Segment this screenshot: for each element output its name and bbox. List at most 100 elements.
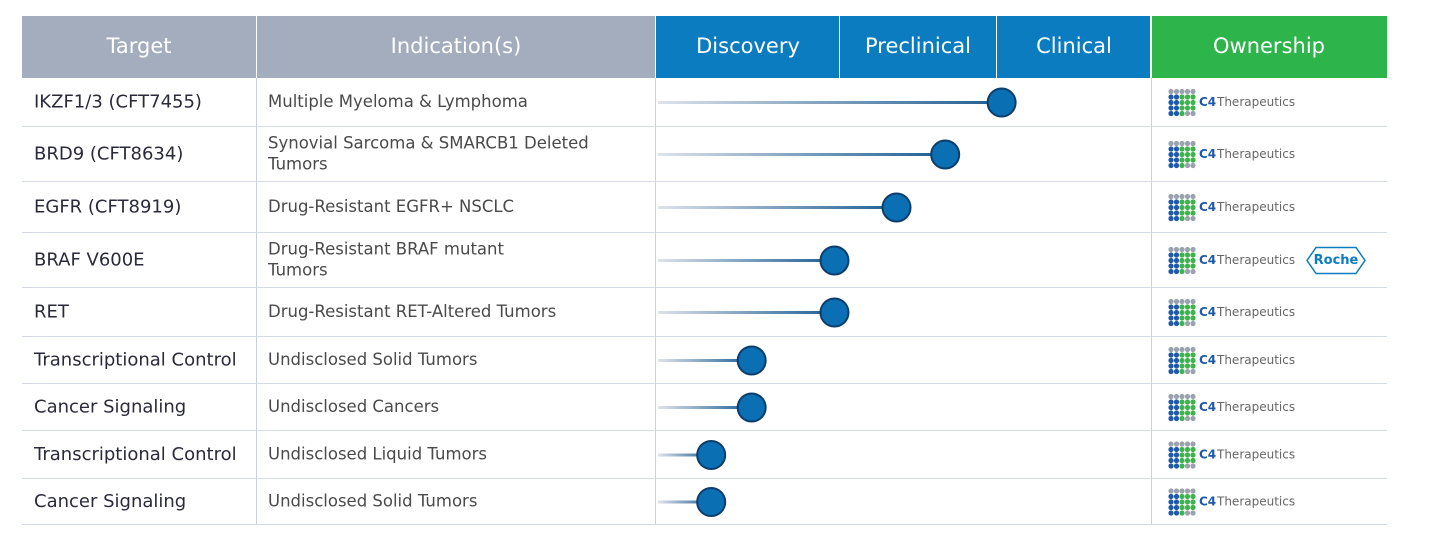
owner-name: Therapeutics bbox=[1216, 353, 1295, 367]
header-cell bbox=[1152, 16, 1387, 78]
logo-dot bbox=[1190, 346, 1196, 353]
logo-dot bbox=[1179, 215, 1185, 222]
progress-dot bbox=[819, 245, 850, 276]
logo-dot bbox=[1179, 315, 1185, 321]
logo-dot bbox=[1179, 399, 1185, 405]
logo-dot bbox=[1184, 499, 1191, 505]
logo-dot bbox=[1173, 357, 1180, 364]
logo-dot bbox=[1168, 157, 1174, 163]
progress-dot bbox=[819, 297, 850, 328]
logo-dot bbox=[1168, 357, 1174, 364]
logo-dot bbox=[1173, 346, 1180, 353]
logo-dot bbox=[1168, 88, 1174, 95]
logo-dot bbox=[1179, 404, 1185, 411]
logo-dot bbox=[1190, 151, 1196, 158]
logo-dot bbox=[1190, 99, 1196, 106]
logo-dot bbox=[1168, 199, 1174, 205]
logo-dot bbox=[1173, 304, 1180, 310]
logo-dot bbox=[1184, 151, 1191, 158]
logo-dot bbox=[1179, 105, 1185, 111]
progress-line bbox=[658, 359, 752, 362]
target: Cancer Signaling bbox=[34, 397, 186, 418]
logo-dot bbox=[1184, 140, 1191, 147]
target: EGFR (CFT8919) bbox=[34, 197, 181, 218]
logo-dot bbox=[1190, 193, 1196, 200]
logo-dot bbox=[1190, 298, 1196, 305]
logo-dot bbox=[1190, 257, 1196, 264]
logo-dot bbox=[1190, 452, 1196, 458]
target: RET bbox=[34, 302, 70, 323]
logo-dot bbox=[1168, 268, 1174, 275]
logo-dot bbox=[1190, 357, 1196, 364]
logo-dot bbox=[1190, 246, 1196, 253]
logo-dot bbox=[1190, 309, 1196, 316]
indication: Undisclosed Cancers bbox=[268, 397, 439, 416]
logo-dot bbox=[1190, 488, 1196, 494]
logo-dot bbox=[1168, 257, 1174, 264]
logo-dot bbox=[1168, 315, 1174, 321]
logo-dot bbox=[1173, 257, 1180, 264]
logo-dot bbox=[1184, 210, 1191, 216]
logo-dot bbox=[1179, 320, 1185, 327]
logo-dot bbox=[1184, 304, 1191, 310]
logo-dot bbox=[1168, 399, 1174, 405]
logo-dot bbox=[1190, 263, 1196, 269]
owner-name: Therapeutics bbox=[1216, 305, 1295, 319]
logo-dot bbox=[1190, 446, 1196, 453]
logo-dot bbox=[1179, 193, 1185, 200]
logo-dot bbox=[1184, 298, 1191, 305]
c4-logo-icon bbox=[1168, 393, 1196, 422]
logo-dot bbox=[1179, 415, 1185, 422]
logo-dot bbox=[1184, 252, 1191, 258]
owner-mark: C4 bbox=[1199, 400, 1216, 414]
owner-mark: C4 bbox=[1199, 253, 1216, 267]
header-cell bbox=[997, 16, 1150, 78]
logo-dot bbox=[1168, 368, 1174, 375]
logo-dot bbox=[1168, 363, 1174, 369]
logo-dot bbox=[1173, 393, 1180, 400]
logo-dot bbox=[1168, 493, 1174, 500]
logo-dot bbox=[1190, 215, 1196, 222]
logo-dot bbox=[1184, 315, 1191, 321]
logo-dot bbox=[1179, 246, 1185, 253]
logo-dot bbox=[1190, 415, 1196, 422]
indication: Drug-Resistant BRAF mutant bbox=[268, 240, 504, 259]
owner-name: Therapeutics bbox=[1216, 200, 1295, 214]
logo-dot bbox=[1168, 110, 1174, 117]
logo-dot bbox=[1179, 88, 1185, 95]
logo-dot bbox=[1168, 463, 1174, 469]
logo-dot bbox=[1179, 146, 1185, 152]
logo-dot bbox=[1173, 199, 1180, 205]
logo-dot bbox=[1179, 257, 1185, 264]
logo-dot bbox=[1184, 399, 1191, 405]
progress-dot bbox=[986, 87, 1017, 118]
logo-dot bbox=[1173, 352, 1180, 358]
logo-dot bbox=[1190, 393, 1196, 400]
logo-dot bbox=[1173, 368, 1180, 375]
logo-dot bbox=[1173, 463, 1180, 469]
c4-logo-icon bbox=[1168, 298, 1196, 327]
logo-dot bbox=[1173, 298, 1180, 305]
logo-dot bbox=[1184, 357, 1191, 364]
logo-dot bbox=[1190, 146, 1196, 152]
logo-dot bbox=[1184, 441, 1191, 447]
owner-mark: C4 bbox=[1199, 353, 1216, 367]
header-text: Discovery bbox=[696, 34, 800, 58]
logo-dot bbox=[1168, 151, 1174, 158]
logo-dot bbox=[1173, 320, 1180, 327]
logo-dot bbox=[1168, 304, 1174, 310]
logo-dot bbox=[1190, 162, 1196, 169]
logo-dot bbox=[1190, 199, 1196, 205]
logo-dot bbox=[1173, 162, 1180, 169]
logo-dot bbox=[1184, 504, 1191, 511]
logo-dot bbox=[1179, 510, 1185, 516]
logo-dot bbox=[1179, 298, 1185, 305]
logo-dot bbox=[1173, 457, 1180, 464]
logo-dot bbox=[1179, 252, 1185, 258]
logo-dot bbox=[1184, 105, 1191, 111]
logo-dot bbox=[1168, 298, 1174, 305]
logo-dot bbox=[1173, 510, 1180, 516]
logo-dot bbox=[1184, 404, 1191, 411]
logo-dot bbox=[1184, 510, 1191, 516]
progress-dot bbox=[930, 139, 961, 170]
